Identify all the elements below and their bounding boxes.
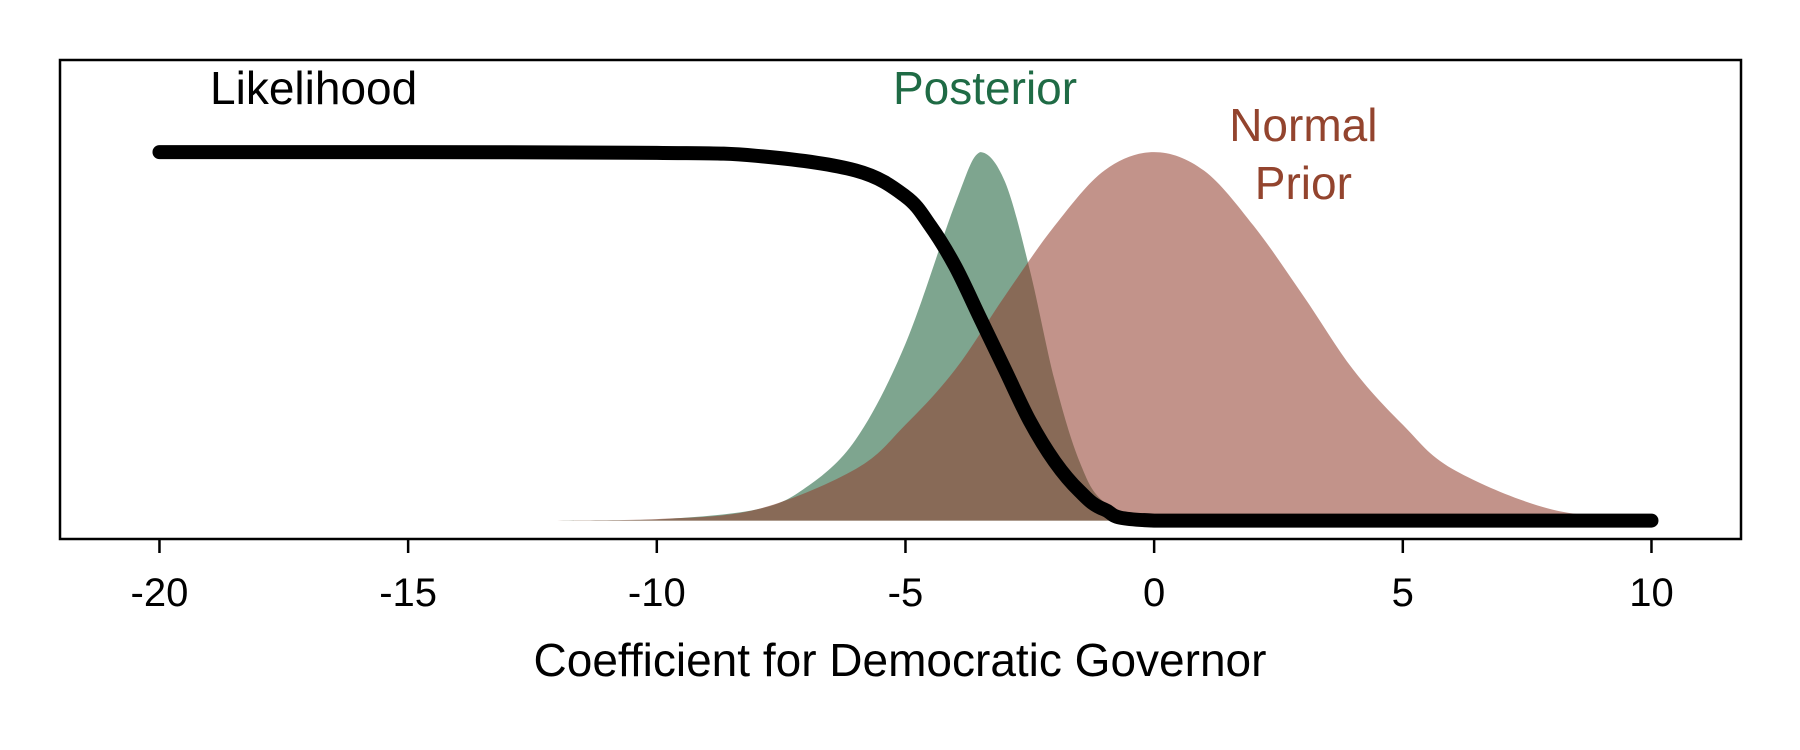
x-tick-label: 0 [1143, 571, 1165, 615]
annotation-likelihood: Likelihood [210, 62, 417, 114]
x-tick-label: 5 [1392, 571, 1414, 615]
plot-frame [58, 58, 1743, 541]
series-line-likelihood [152, 145, 1659, 528]
x-tick-label: -15 [379, 571, 437, 615]
annotation-normal-prior: Normal Prior [1229, 99, 1377, 209]
x-tick-label: 10 [1629, 571, 1674, 615]
series-area-normal-prior [557, 152, 1652, 521]
annotations: Likelihood Posterior Normal Prior [210, 62, 1377, 209]
x-axis: -20 -15 -10 -5 0 5 10 [131, 539, 1674, 615]
annotation-posterior: Posterior [893, 62, 1077, 114]
x-tick-label: -20 [131, 571, 189, 615]
series-layer [152, 145, 1659, 528]
x-axis-title: Coefficient for Democratic Governor [534, 634, 1267, 686]
x-tick-label: -10 [628, 571, 686, 615]
x-tick-label: -5 [888, 571, 924, 615]
